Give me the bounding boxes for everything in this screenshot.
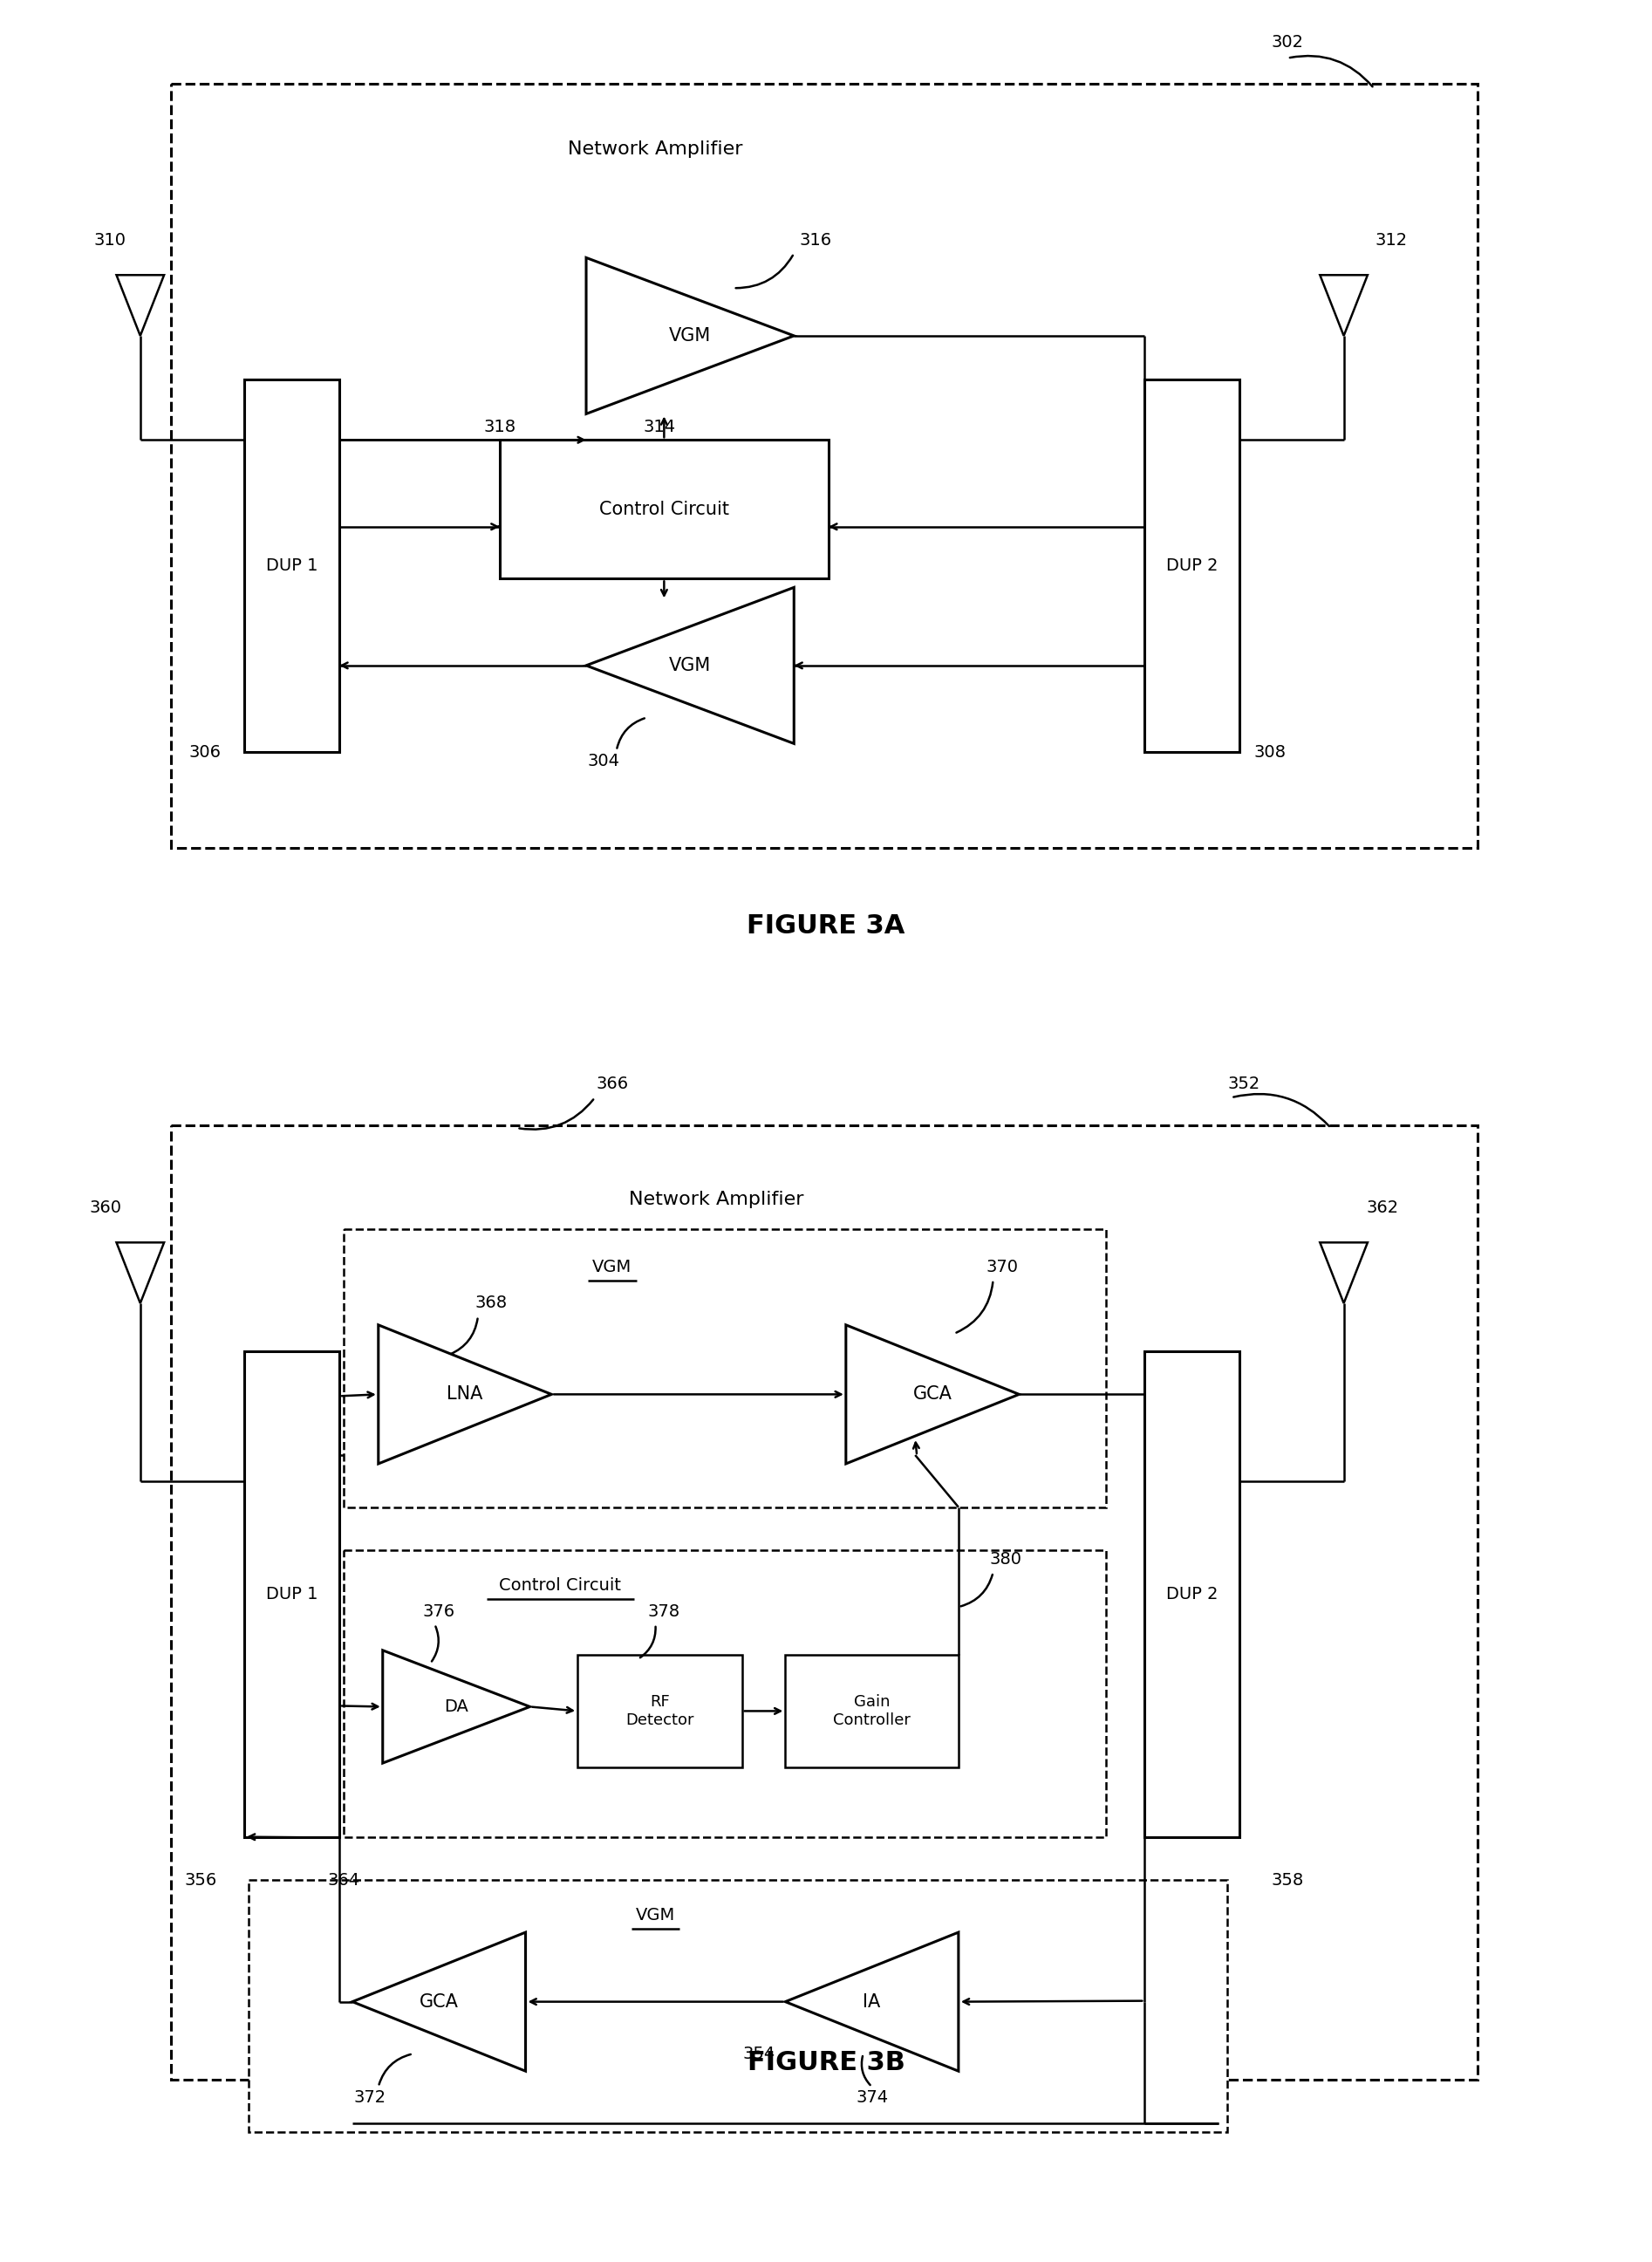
Polygon shape — [352, 1932, 525, 2072]
Text: FIGURE 3B: FIGURE 3B — [747, 2049, 905, 2074]
Polygon shape — [846, 1326, 1019, 1464]
Polygon shape — [116, 1242, 164, 1303]
Text: FIGURE 3A: FIGURE 3A — [747, 914, 905, 939]
Text: 360: 360 — [89, 1199, 122, 1217]
Bar — [248, 1880, 1227, 2131]
Text: 366: 366 — [596, 1074, 628, 1093]
Text: IA: IA — [862, 1993, 881, 2011]
Text: 306: 306 — [188, 744, 221, 760]
Text: 308: 308 — [1254, 744, 1287, 760]
Polygon shape — [586, 258, 795, 414]
Text: LNA: LNA — [448, 1387, 482, 1402]
Text: Network Amplifier: Network Amplifier — [568, 140, 743, 158]
Text: 364: 364 — [327, 1873, 360, 1889]
Text: 312: 312 — [1374, 233, 1408, 249]
Text: Control Circuit: Control Circuit — [499, 1577, 621, 1592]
Text: DUP 2: DUP 2 — [1166, 1586, 1218, 1601]
Bar — [244, 380, 339, 753]
Text: DA: DA — [444, 1699, 469, 1715]
Bar — [1145, 380, 1241, 753]
Text: 370: 370 — [986, 1258, 1018, 1276]
Polygon shape — [785, 1932, 958, 2072]
Polygon shape — [378, 1326, 552, 1464]
Text: 378: 378 — [648, 1604, 681, 1620]
Text: 318: 318 — [484, 418, 515, 434]
Polygon shape — [1320, 276, 1368, 335]
Bar — [499, 439, 829, 579]
Polygon shape — [383, 1651, 530, 1762]
Text: Gain
Controller: Gain Controller — [833, 1694, 910, 1728]
Text: GCA: GCA — [914, 1387, 952, 1402]
Text: 358: 358 — [1272, 1873, 1303, 1889]
Text: DUP 1: DUP 1 — [266, 556, 317, 575]
Text: 316: 316 — [800, 233, 833, 249]
Polygon shape — [116, 276, 164, 335]
Text: RF
Detector: RF Detector — [626, 1694, 694, 1728]
Text: 354: 354 — [743, 2045, 775, 2063]
Text: 368: 368 — [474, 1294, 507, 1312]
Text: GCA: GCA — [420, 1993, 459, 2011]
Text: VGM: VGM — [669, 656, 710, 674]
Bar — [170, 84, 1479, 848]
Text: 314: 314 — [644, 418, 676, 434]
Bar — [785, 1654, 958, 1767]
Text: 302: 302 — [1272, 34, 1303, 50]
Bar — [344, 1231, 1105, 1506]
Text: 374: 374 — [856, 2088, 889, 2106]
Polygon shape — [1320, 1242, 1368, 1303]
Text: VGM: VGM — [636, 1907, 676, 1923]
Text: DUP 2: DUP 2 — [1166, 556, 1218, 575]
Bar — [170, 1126, 1479, 2079]
Text: VGM: VGM — [593, 1258, 631, 1276]
Text: Control Circuit: Control Circuit — [600, 500, 729, 518]
Text: 372: 372 — [354, 2088, 387, 2106]
Polygon shape — [586, 588, 795, 744]
Text: 380: 380 — [990, 1552, 1023, 1568]
Text: 376: 376 — [423, 1604, 456, 1620]
Bar — [1145, 1350, 1241, 1837]
Text: Network Amplifier: Network Amplifier — [629, 1190, 803, 1208]
Text: VGM: VGM — [669, 328, 710, 344]
Text: 304: 304 — [588, 753, 620, 769]
Text: 356: 356 — [185, 1873, 216, 1889]
Bar — [244, 1350, 339, 1837]
Text: 352: 352 — [1227, 1074, 1260, 1093]
Text: DUP 1: DUP 1 — [266, 1586, 317, 1601]
Text: 310: 310 — [94, 233, 126, 249]
Bar — [578, 1654, 742, 1767]
Text: 362: 362 — [1366, 1199, 1399, 1217]
Bar — [344, 1549, 1105, 1837]
